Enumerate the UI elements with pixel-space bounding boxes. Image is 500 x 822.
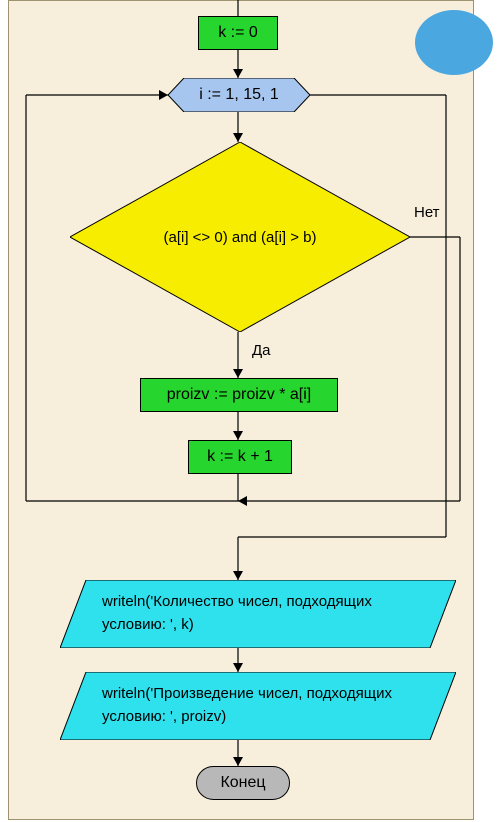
io-text: writeln('Произведение чисел, подходящих … — [102, 682, 428, 729]
terminator-n_end: Конец — [196, 766, 290, 800]
io-n_out2: writeln('Произведение чисел, подходящих … — [60, 672, 456, 740]
process-text: k := 0 — [218, 24, 258, 42]
loop-text: i := 1, 15, 1 — [199, 86, 279, 104]
loop-hex-n_for: i := 1, 15, 1 — [168, 78, 310, 112]
label-text: Нет — [414, 204, 440, 221]
process-n_k0: k := 0 — [198, 16, 278, 50]
io-n_out1: writeln('Количество чисел, подходящих ус… — [60, 580, 456, 648]
decision-text: (a[i] <> 0) and (a[i] > b) — [164, 229, 317, 246]
label-yes: Да — [252, 342, 271, 359]
io-text: writeln('Количество чисел, подходящих ус… — [102, 590, 428, 637]
process-text: proizv := proizv * a[i] — [167, 386, 312, 404]
decision-n_cond: (a[i] <> 0) and (a[i] > b) — [70, 142, 410, 332]
process-n_k1: k := k + 1 — [188, 440, 292, 474]
terminator-text: Конец — [220, 774, 265, 792]
process-n_prod: proizv := proizv * a[i] — [140, 378, 338, 412]
label-no: Нет — [414, 204, 440, 221]
label-text: Да — [252, 342, 271, 359]
process-text: k := k + 1 — [207, 448, 273, 466]
